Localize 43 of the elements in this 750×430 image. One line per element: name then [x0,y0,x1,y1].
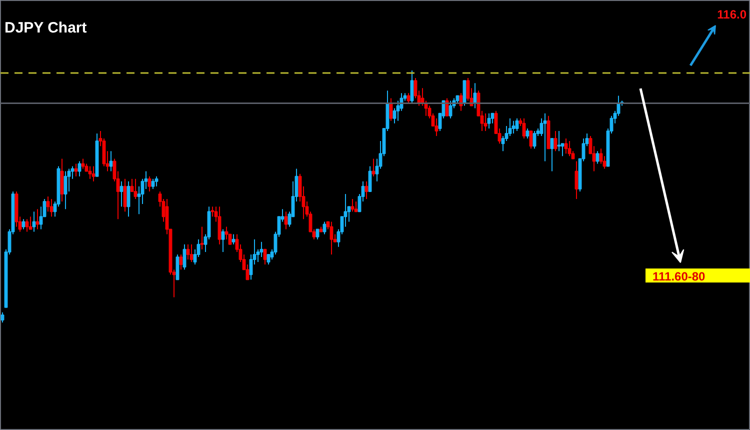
candlestick [78,160,82,177]
candlestick [134,178,138,200]
candlestick [526,128,530,140]
text: 111.60-80 [652,270,706,284]
candlestick [36,208,40,230]
candlestick [28,216,32,230]
candlestick [32,211,36,232]
candlestick [350,198,354,212]
chart-title: DJPY Chart [4,20,87,36]
candlestick [434,118,438,137]
candlestick [568,140,572,157]
candlestick [512,120,516,134]
candlestick [487,112,491,129]
candlestick [22,218,26,230]
candlestick [557,130,561,152]
candlestick [354,201,358,212]
candlestick [372,158,376,177]
candlestick [81,158,85,170]
candlestick [0,312,4,323]
candlestick [109,150,113,172]
candlestick [210,206,214,218]
candlestick [564,138,568,154]
candlestick [120,180,124,208]
candlestick [322,221,326,235]
candlestick [88,166,92,180]
candlestick [364,180,368,200]
candlestick [484,112,488,132]
candlestick [406,92,410,104]
candlestick [543,112,547,162]
candlestick [330,221,334,255]
candlestick [232,234,236,245]
candlestick [92,166,96,182]
text: 116.0 [717,8,747,22]
candlestick [508,118,512,137]
candlestick [46,196,50,212]
candlestick [200,226,204,250]
candlestick [151,178,155,190]
candlestick [25,218,29,232]
candlestick [50,198,54,218]
candlestick [74,163,78,177]
candlestick [190,244,194,263]
candlestick [154,176,158,187]
candlestick [186,244,190,260]
